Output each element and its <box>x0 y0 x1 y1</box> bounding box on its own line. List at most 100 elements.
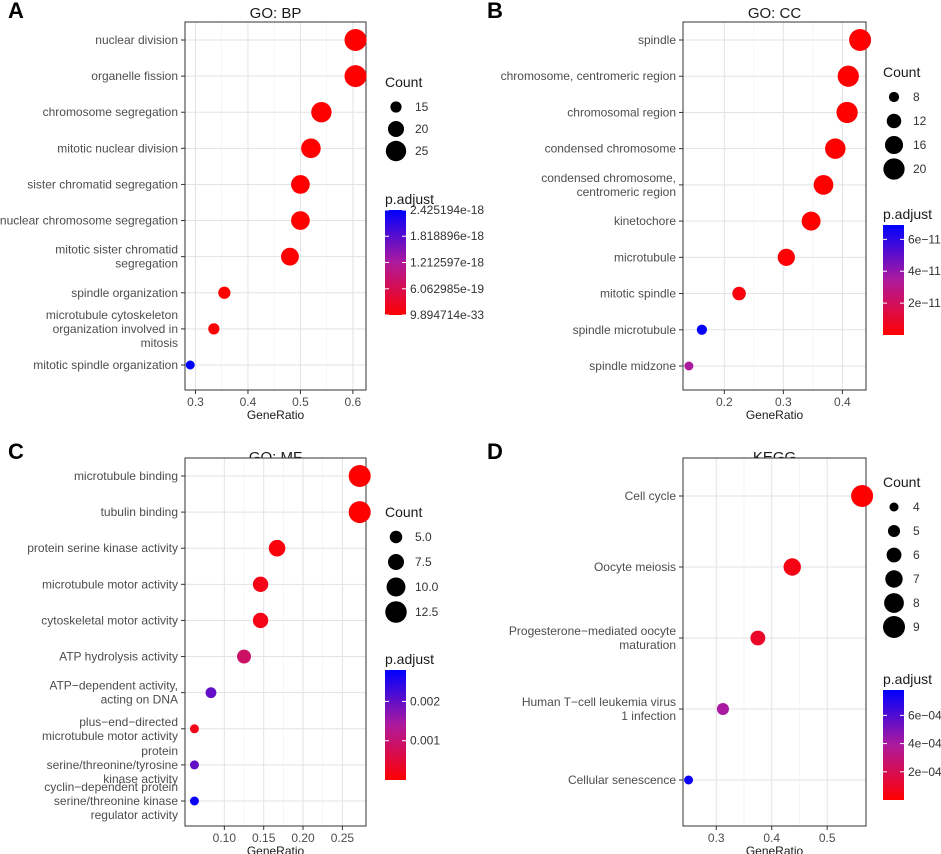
size-legend-label: 20 <box>913 162 927 176</box>
y-category-label-line: microtubule binding <box>74 469 178 483</box>
data-point <box>280 247 299 266</box>
color-legend-label: 6e−04 <box>908 708 941 722</box>
size-legend-key <box>883 158 905 180</box>
x-axis-label: GeneRatio <box>746 844 804 854</box>
y-category-label: chromosomal region <box>567 105 676 119</box>
data-point <box>208 323 220 335</box>
size-legend-title: Count <box>883 64 920 80</box>
y-category-label-line: nuclear division <box>95 33 178 47</box>
y-category-label-line: Human T−cell leukemia virus <box>522 695 676 709</box>
y-category-label: spindle <box>638 33 676 47</box>
size-legend-key <box>884 135 904 155</box>
panel-title: GO: BP <box>250 5 302 22</box>
data-point <box>291 211 310 230</box>
color-legend-label: 1.818896e-18 <box>410 229 484 243</box>
y-category-label: Progesterone−mediated oocyte maturation <box>509 624 676 652</box>
size-legend-key <box>387 120 405 138</box>
data-point <box>185 360 195 370</box>
y-category-label-line: organelle fission <box>91 69 178 83</box>
y-category-label-line: maturation <box>619 638 676 652</box>
data-point <box>825 138 846 159</box>
y-category-label: kinetochore <box>614 214 676 228</box>
size-legend-key <box>385 601 407 623</box>
x-tick-label: 0.4 <box>763 831 780 845</box>
x-tick-label: 0.5 <box>292 395 309 409</box>
plot-border <box>184 21 367 391</box>
y-category-label-line: acting on DNA <box>101 693 178 707</box>
y-category-label-line: spindle organization <box>71 286 178 300</box>
color-legend-label: 2e−04 <box>908 765 941 779</box>
y-category-label: microtubule binding <box>74 469 178 483</box>
plot-area <box>185 22 366 390</box>
data-point <box>218 286 231 299</box>
y-category-label: ATP hydrolysis activity <box>59 650 178 664</box>
data-point <box>348 465 371 487</box>
size-legend-label: 8 <box>913 90 920 104</box>
color-legend-label: 0.001 <box>410 734 440 748</box>
color-legend-label: 1.212597e-18 <box>410 256 484 270</box>
y-category-label: mitotic spindle <box>600 287 676 301</box>
color-legend-title: p.adjust <box>385 651 434 667</box>
y-category-label-line: plus−end−directed <box>79 715 178 729</box>
size-legend-label: 25 <box>415 144 429 158</box>
y-category-label-line: nuclear chromosome segregation <box>0 214 178 228</box>
y-category-label: mitotic sister chromatid segregation <box>55 243 178 271</box>
y-category-label-line: mitotic sister chromatid <box>55 243 178 257</box>
y-category-label-line: condensed chromosome, <box>541 171 676 185</box>
y-category-label: organelle fission <box>91 69 178 83</box>
y-category-label-line: organization involved in <box>53 322 178 336</box>
y-category-label-line: kinetochore <box>614 214 676 228</box>
data-point <box>311 102 332 123</box>
x-tick-label: 0.4 <box>834 395 851 409</box>
y-category-label: mitotic nuclear division <box>57 141 178 155</box>
y-category-label-line: serine/threonine kinase <box>54 794 178 808</box>
size-legend-title: Count <box>385 74 422 90</box>
y-category-label-line: chromosome, centromeric region <box>501 69 676 83</box>
y-category-label-line: regulator activity <box>91 808 178 822</box>
size-legend-key <box>888 91 900 103</box>
size-legend-label: 15 <box>415 100 429 114</box>
y-category-label: chromosome segregation <box>43 105 178 119</box>
y-category-label: chromosome, centromeric region <box>501 69 676 83</box>
data-point <box>849 29 872 51</box>
y-category-label-line: spindle midzone <box>589 359 676 373</box>
y-category-label-line: ATP−dependent activity, <box>49 679 178 693</box>
data-point <box>837 65 859 87</box>
size-legend-label: 9 <box>913 620 920 634</box>
y-category-label-line: protein <box>141 744 178 758</box>
size-legend-label: 10.0 <box>415 580 439 594</box>
size-legend-label: 8 <box>913 596 920 610</box>
size-legend-label: 5.0 <box>415 530 432 544</box>
y-category-label-line: microtubule motor activity <box>42 577 178 591</box>
plot-area <box>683 458 866 826</box>
data-point <box>716 702 729 716</box>
size-legend-key <box>884 593 904 613</box>
y-category-label-line: chromosomal region <box>567 105 676 119</box>
x-axis-label: GeneRatio <box>247 408 305 422</box>
color-legend-label: 0.002 <box>410 694 440 708</box>
size-legend-label: 12.5 <box>415 605 439 619</box>
y-category-label-line: protein serine kinase activity <box>27 541 178 555</box>
plot-border <box>184 457 367 827</box>
y-category-label: spindle organization <box>71 286 178 300</box>
color-legend-title: p.adjust <box>883 671 932 687</box>
y-category-label-line: segregation <box>115 257 178 271</box>
data-point <box>237 649 252 664</box>
y-category-label-line: Cellular senescence <box>568 773 676 787</box>
panel-letter: C <box>8 439 24 464</box>
size-legend-title: Count <box>385 504 422 520</box>
color-legend-label: 4e−11 <box>908 264 941 278</box>
y-category-label: microtubule <box>614 250 676 264</box>
y-category-label-line: sister chromatid segregation <box>27 177 178 191</box>
plot-border <box>682 457 867 827</box>
y-category-label: Cell cycle <box>625 489 677 503</box>
size-legend-label: 7 <box>913 572 920 586</box>
size-legend-label: 16 <box>913 138 927 152</box>
y-category-label: sister chromatid segregation <box>27 177 178 191</box>
y-category-label: condensed chromosome <box>545 142 677 156</box>
x-tick-label: 0.20 <box>291 831 315 845</box>
y-category-label: Human T−cell leukemia virus 1 infection <box>522 695 676 723</box>
